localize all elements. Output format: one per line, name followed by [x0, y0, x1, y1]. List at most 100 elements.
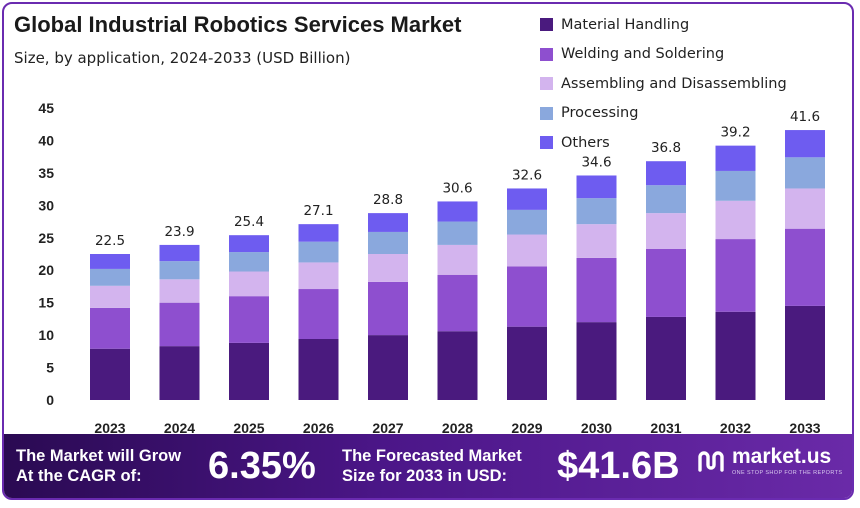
bar-segment-processing	[715, 170, 756, 201]
bar-segment-material-handling	[159, 346, 200, 400]
bar-segment-assembling-and-disassembling	[437, 244, 478, 275]
bar-segment-material-handling	[715, 311, 756, 400]
bar-total-label: 27.1	[303, 203, 333, 219]
bar-segment-others	[715, 145, 756, 171]
bar-segment-assembling-and-disassembling	[576, 224, 617, 258]
bar-segment-others	[298, 224, 339, 242]
bar-segment-others	[90, 254, 130, 269]
bar-segment-material-handling	[298, 339, 339, 400]
bar-segment-assembling-and-disassembling	[715, 200, 756, 240]
legend-swatch-material-handling	[540, 18, 553, 32]
bar-segment-assembling-and-disassembling	[646, 213, 686, 249]
bar-segment-processing	[159, 261, 200, 280]
bar-total-label: 23.9	[164, 224, 194, 240]
bar-segment-others	[229, 235, 269, 253]
bar-segment-assembling-and-disassembling	[368, 254, 408, 282]
chart-frame: Global Industrial Robotics Services Mark…	[2, 2, 854, 500]
bar-total-label: 34.6	[581, 154, 611, 170]
y-tick-label: 0	[46, 392, 54, 408]
bar-segment-processing	[90, 268, 130, 286]
bar-segment-assembling-and-disassembling	[298, 262, 339, 290]
stacked-bar-chart: 05101520253035404522.5202323.9202425.420…	[38, 100, 825, 434]
bar-segment-material-handling	[785, 305, 825, 400]
x-tick-label: 2025	[233, 420, 264, 434]
legend-swatch-processing	[540, 106, 553, 120]
x-tick-label: 2026	[303, 420, 334, 434]
forecast-value: $41.6B	[557, 445, 680, 487]
bar-segment-processing	[646, 185, 686, 214]
footer-banner: The Market will Grow At the CAGR of: 6.3…	[4, 434, 852, 498]
cagr-caption-line2: At the CAGR of:	[16, 467, 142, 485]
x-tick-label: 2023	[94, 420, 125, 434]
bar-segment-material-handling	[646, 316, 686, 400]
x-tick-label: 2028	[442, 420, 473, 434]
chart-subtitle: Size, by application, 2024-2033 (USD Bil…	[14, 49, 351, 67]
bar-segment-assembling-and-disassembling	[785, 188, 825, 229]
bar-segment-material-handling	[576, 322, 617, 400]
bar-total-label: 32.6	[512, 167, 542, 183]
legend-label-assembling-and-disassembling: Assembling and Disassembling	[561, 75, 787, 92]
bar-segment-others	[576, 175, 617, 199]
legend-item-others: Others	[540, 128, 787, 158]
bar-segment-others	[437, 201, 478, 222]
x-tick-label: 2027	[372, 420, 403, 434]
bar-segment-welding-and-soldering	[576, 257, 617, 323]
y-tick-label: 40	[38, 132, 54, 148]
y-tick-label: 20	[38, 262, 54, 278]
bar-segment-processing	[785, 157, 825, 189]
bar-segment-material-handling	[90, 348, 130, 400]
bar-segment-welding-and-soldering	[159, 302, 200, 347]
brand-name: market.us	[732, 445, 832, 468]
bar-segment-welding-and-soldering	[90, 307, 130, 349]
bar-segment-processing	[437, 221, 478, 245]
bar-segment-welding-and-soldering	[785, 228, 825, 306]
bar-segment-welding-and-soldering	[715, 239, 756, 312]
bar-segment-material-handling	[507, 326, 547, 400]
bar-segment-welding-and-soldering	[646, 248, 686, 317]
bar-segment-welding-and-soldering	[298, 289, 339, 340]
market-us-logo-icon	[698, 451, 724, 472]
legend-label-welding-and-soldering: Welding and Soldering	[561, 46, 725, 63]
bar-segment-welding-and-soldering	[229, 296, 269, 343]
bar-segment-material-handling	[437, 331, 478, 400]
legend-label-processing: Processing	[561, 105, 639, 122]
legend-swatch-assembling-and-disassembling	[540, 77, 553, 91]
brand-logo: market.us ONE STOP SHOP FOR THE REPORTS	[696, 446, 842, 476]
y-tick-label: 30	[38, 197, 54, 213]
bar-segment-processing	[298, 241, 339, 263]
legend-swatch-others	[540, 136, 553, 150]
bar-segment-others	[507, 188, 547, 210]
x-tick-label: 2033	[789, 420, 820, 434]
bar-segment-assembling-and-disassembling	[229, 271, 269, 297]
y-tick-label: 15	[38, 295, 54, 311]
legend-item-processing: Processing	[540, 99, 787, 129]
legend-item-material-handling: Material Handling	[540, 10, 787, 40]
bar-segment-assembling-and-disassembling	[507, 234, 547, 267]
bar-segment-material-handling	[368, 335, 408, 400]
bar-segment-others	[785, 130, 825, 158]
bar-total-label: 28.8	[373, 192, 403, 208]
bar-segment-welding-and-soldering	[368, 281, 408, 336]
bar-total-label: 41.6	[790, 109, 820, 125]
bar-segment-assembling-and-disassembling	[159, 279, 200, 303]
cagr-value: 6.35%	[208, 445, 316, 487]
bar-segment-processing	[368, 231, 408, 254]
bar-segment-others	[159, 244, 200, 262]
bar-total-label: 36.8	[651, 140, 681, 156]
bar-segment-processing	[576, 198, 617, 225]
y-tick-label: 10	[38, 327, 54, 343]
x-tick-label: 2024	[164, 420, 195, 434]
bar-segment-material-handling	[229, 342, 269, 400]
x-tick-label: 2030	[581, 420, 612, 434]
bar-segment-welding-and-soldering	[507, 266, 547, 327]
bar-total-label: 30.6	[442, 180, 472, 196]
bar-total-label: 25.4	[234, 214, 264, 230]
cagr-caption-line1: The Market will Grow	[16, 447, 182, 465]
x-tick-label: 2031	[650, 420, 681, 434]
legend-item-welding-and-soldering: Welding and Soldering	[540, 40, 787, 70]
legend-label-others: Others	[561, 134, 610, 151]
y-tick-label: 35	[38, 165, 54, 181]
legend-swatch-welding-and-soldering	[540, 47, 553, 61]
chart-title: Global Industrial Robotics Services Mark…	[14, 12, 462, 37]
bar-segment-processing	[229, 252, 269, 272]
